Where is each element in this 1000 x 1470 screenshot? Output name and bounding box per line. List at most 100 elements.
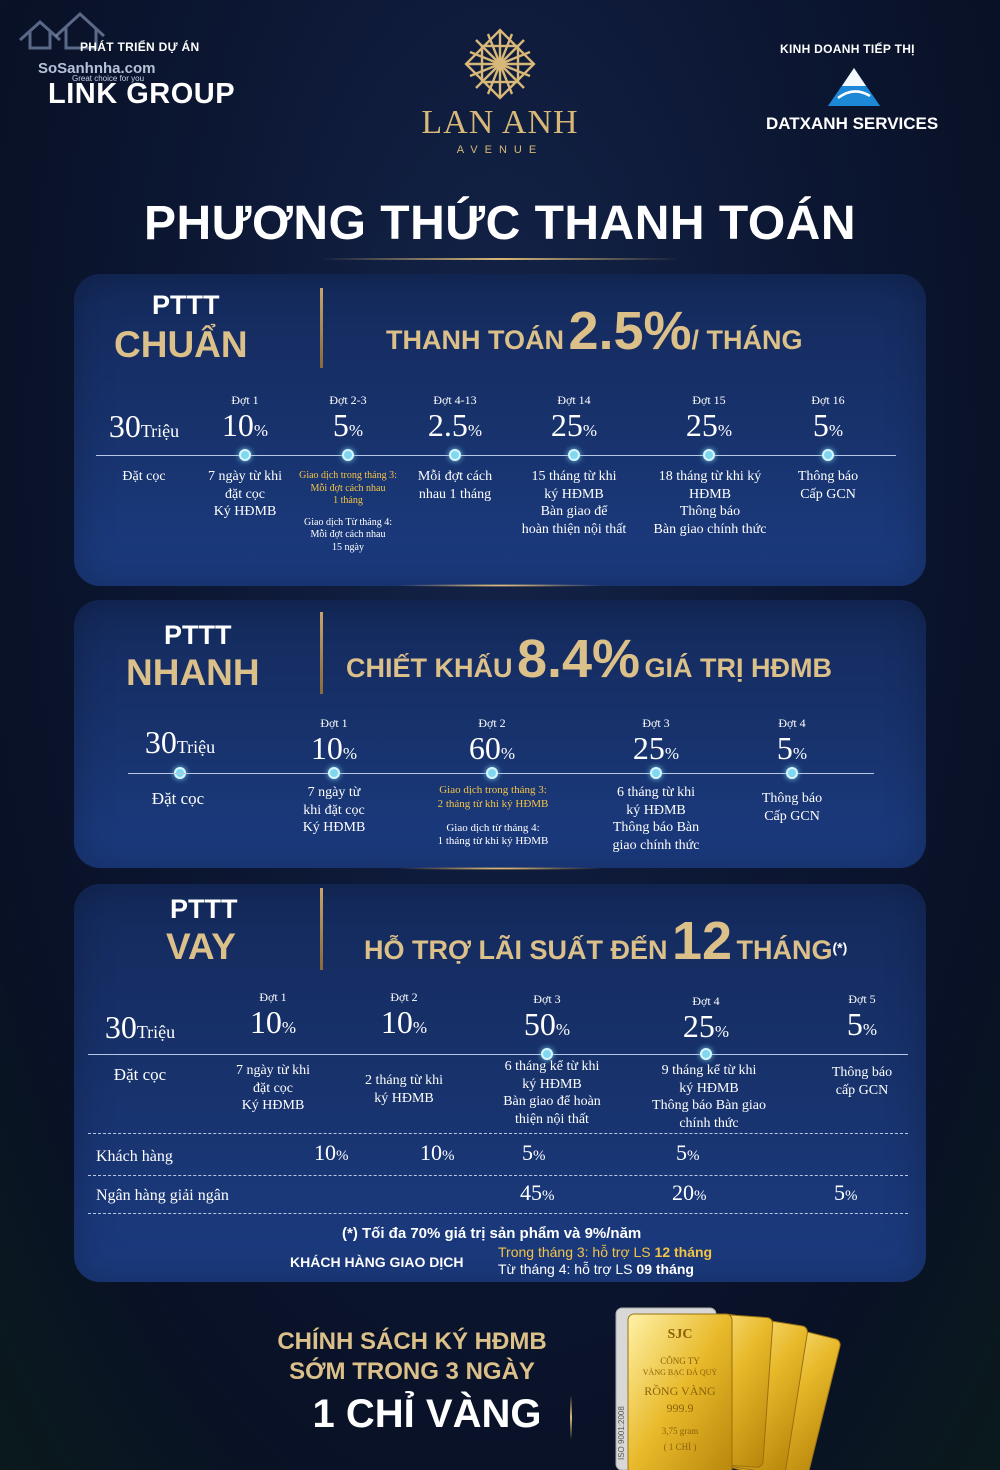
row-value: 45%: [520, 1180, 555, 1205]
stage: Đợt 14 25%: [534, 393, 614, 443]
stage-value: 5%: [812, 407, 844, 443]
stage-label: Đợt 3: [533, 992, 561, 1006]
timeline-dot: [486, 767, 498, 779]
deposit: 30Triệu: [88, 1009, 192, 1045]
stage-desc: 6 tháng từ khi ký HĐMB Thông báo Bàn giao c…: [612, 785, 700, 853]
stage-desc: 7 ngày từ khi đặt cọc Ký HĐMB: [302, 785, 366, 835]
stage-label: Đợt 1: [320, 716, 348, 730]
row-divider: [88, 1175, 908, 1176]
row-divider: [88, 1213, 908, 1214]
stage: Đợt 4 25%: [666, 994, 746, 1044]
stage-desc: Thông báo Cấp GCN: [797, 469, 859, 502]
row-label: Ngân hàng giải ngân: [96, 1187, 229, 1204]
gold-company: CÔNG TY: [660, 1356, 700, 1366]
row-value: 10%: [420, 1140, 455, 1165]
brand-subtitle: AVENUE: [456, 144, 544, 156]
plan-panel-nhanh: PTTT NHANH CHIẾT KHẤU 8.4% GIÁ TRỊ HĐMB …: [74, 600, 926, 868]
timeline-dot: [541, 1048, 553, 1060]
plan-divider: [320, 612, 323, 694]
headline-prefix: THANH TOÁN: [386, 325, 564, 355]
policy-line-1: CHÍNH SÁCH KÝ HĐMB: [277, 1328, 547, 1355]
stage-desc: Giao dịch trong tháng 3: 2 tháng từ khi k…: [437, 784, 549, 848]
stage-label: Đợt 5: [848, 992, 876, 1006]
timeline-dot: [239, 449, 251, 461]
plan-divider: [320, 888, 323, 970]
stage-label: Đợt 2-3: [329, 393, 367, 407]
stage-desc: Thông báo cấp GCN: [831, 1065, 893, 1098]
stage: Đợt 1 10%: [205, 393, 285, 443]
stage-value: 50%: [523, 1006, 571, 1042]
stage-value: 5%: [776, 730, 808, 766]
stage-label: Đợt 1: [231, 393, 259, 407]
gold-bar-image: SJC CÔNG TY VÀNG BẠC ĐÁ QUÝ RỒNG VÀNG 99…: [615, 1307, 841, 1470]
developer-label: PHÁT TRIỂN DỰ ÁN: [80, 40, 200, 54]
stage-value: 10%: [249, 1004, 297, 1040]
plan-small-label: PTTT: [164, 620, 232, 650]
row-label: Khách hàng: [96, 1148, 173, 1165]
timeline-dot: [703, 449, 715, 461]
stage-value: 2.5%: [427, 407, 483, 443]
stage-desc: 15 tháng từ khi ký HĐMB Bàn giao để hoàn th…: [521, 469, 627, 537]
stage-desc: 2 tháng từ khi ký HĐMB: [365, 1073, 443, 1106]
stage-label: Đợt 4-13: [433, 393, 477, 407]
project-logo: LAN ANH AVENUE: [400, 20, 600, 160]
customer-deal-label: KHÁCH HÀNG GIAO DỊCH: [290, 1254, 464, 1270]
marketing-logo-block: KINH DOANH TIẾP THỊ DATXANH SERVICES: [760, 38, 960, 138]
deposit: 30Triệu: [130, 724, 230, 760]
watermark-text: SoSanhnha.com: [38, 60, 156, 77]
headline-suffix: THÁNG: [736, 935, 833, 965]
stage-desc: 6 tháng kể từ khi ký HĐMB Bàn giao để hoàn…: [503, 1059, 601, 1127]
plan-panel-chuan: PTTT CHUẨN THANH TOÁN 2.5%/ THÁNG 30Triệ…: [74, 274, 926, 586]
deposit: 30Triệu: [90, 408, 198, 444]
row-value: 5%: [676, 1140, 700, 1165]
support-line-month4: Từ tháng 4: hỗ trợ LS 09 tháng: [498, 1261, 694, 1277]
stage-value: 25%: [550, 407, 598, 443]
headline-figure: 12: [671, 911, 733, 971]
headline-suffix: GIÁ TRỊ HĐMB: [644, 653, 832, 683]
row-divider: [88, 1133, 908, 1134]
panel-glow: [400, 867, 600, 870]
stage-label: Đợt 15: [692, 393, 726, 407]
brand-name: LAN ANH: [421, 104, 579, 141]
timeline-dot: [786, 767, 798, 779]
stage-desc: 7 ngày từ khi đặt cọc Ký HĐMB: [235, 1063, 311, 1113]
stage-value: 5%: [332, 407, 364, 443]
house-watermark-icon: [18, 11, 106, 50]
stage: Đợt 3 25%: [616, 716, 696, 766]
plan-name: CHUẨN: [114, 324, 248, 365]
support-line-month3: Trong tháng 3: hỗ trợ LS 12 tháng: [498, 1244, 713, 1260]
deposit-value: 30Triệu: [144, 724, 216, 760]
stage-value: 10%: [221, 407, 269, 443]
developer-tagline: Great choice for you: [72, 74, 145, 83]
stage: Đợt 1 10%: [233, 990, 313, 1040]
deposit-value: 30Triệu: [104, 1009, 176, 1045]
gold-brand: SJC: [668, 1327, 693, 1342]
row-value: 20%: [672, 1180, 707, 1205]
stage-desc: Mỗi đợt cách nhau 1 tháng: [417, 469, 493, 502]
stage-label: Đợt 1: [259, 990, 287, 1004]
stage: Đợt 4 5%: [752, 716, 832, 766]
headline-suffix: / THÁNG: [691, 325, 803, 355]
timeline-dot: [342, 449, 354, 461]
marketing-label: KINH DOANH TIẾP THỊ: [780, 42, 915, 56]
timeline-dot: [650, 767, 662, 779]
stage-value: 25%: [685, 407, 733, 443]
marketing-name: DATXANH SERVICES: [766, 114, 939, 133]
headline-prefix: CHIẾT KHẤU: [346, 653, 513, 683]
gold-company-2: VÀNG BẠC ĐÁ QUÝ: [643, 1367, 718, 1377]
timeline-dot: [700, 1048, 712, 1060]
panel-glow: [400, 584, 600, 587]
stage: Đợt 2-3 5%: [308, 393, 388, 443]
stage-value: 25%: [682, 1008, 730, 1044]
stage: Đợt 15 25%: [669, 393, 749, 443]
gold-unit: ( 1 CHỈ ): [664, 1442, 697, 1452]
stage-label: Đợt 2: [478, 716, 506, 730]
gold-product: RỒNG VÀNG: [644, 1383, 716, 1398]
plan-headline: CHIẾT KHẤU 8.4% GIÁ TRỊ HĐMB: [346, 628, 832, 690]
policy-line-3: 1 CHỈ VÀNG: [312, 1392, 542, 1436]
headline-prefix: HỖ TRỢ LÃI SUẤT ĐẾN: [364, 935, 668, 965]
stage-value: 5%: [846, 1006, 878, 1042]
deposit-desc: Đặt cọc: [113, 1065, 167, 1084]
developer-name: LINK GROUP: [48, 78, 236, 110]
stage-value: 25%: [632, 730, 680, 766]
